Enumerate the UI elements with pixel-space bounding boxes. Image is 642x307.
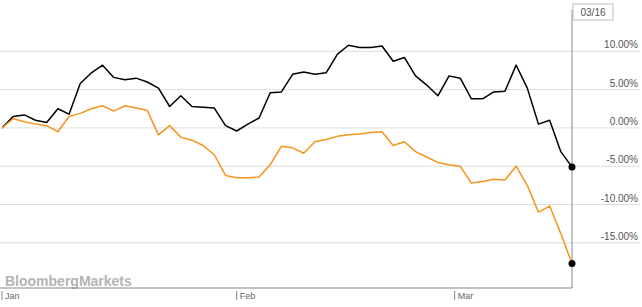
x-tick — [454, 291, 455, 300]
y-tick-label: 10.00% — [604, 39, 638, 50]
y-tick-label: 0.00% — [610, 116, 638, 127]
chart-svg: BloombergMarkets -15.00% -10.00% -5.00% 0.00… — [0, 0, 642, 307]
grid-line — [0, 204, 640, 205]
grid-line — [0, 242, 640, 243]
x-tick-label: Mar — [458, 291, 474, 301]
annotation-box — [573, 4, 613, 20]
y-tick-label: 5.00% — [610, 78, 638, 89]
date-annotation: 03/16 — [573, 4, 613, 20]
x-axis-line — [0, 288, 572, 289]
end-marker — [569, 163, 576, 170]
x-tick — [2, 291, 3, 300]
y-tick-label: -5.00% — [606, 154, 638, 165]
grid-line — [0, 166, 640, 167]
y-axis-line — [572, 10, 573, 288]
lines — [2, 45, 572, 263]
grid-line — [0, 51, 640, 52]
y-tick-label: -10.00% — [601, 193, 638, 204]
end-marker — [569, 260, 576, 267]
background — [0, 0, 642, 307]
y-tick-label: -15.00% — [601, 231, 638, 242]
x-tick-label: Feb — [240, 291, 256, 301]
x-tick-label: Jan — [5, 291, 20, 301]
series-line — [2, 45, 572, 167]
annotation: 03/16 — [580, 7, 605, 18]
grid-line — [0, 89, 640, 90]
source: BloombergMarkets — [5, 273, 132, 289]
grid-line — [0, 127, 640, 128]
x-tick — [236, 291, 237, 300]
chart-root: BloombergMarkets -15.00% -10.00% -5.00% 0.00… — [0, 0, 642, 307]
series-line — [2, 106, 572, 264]
